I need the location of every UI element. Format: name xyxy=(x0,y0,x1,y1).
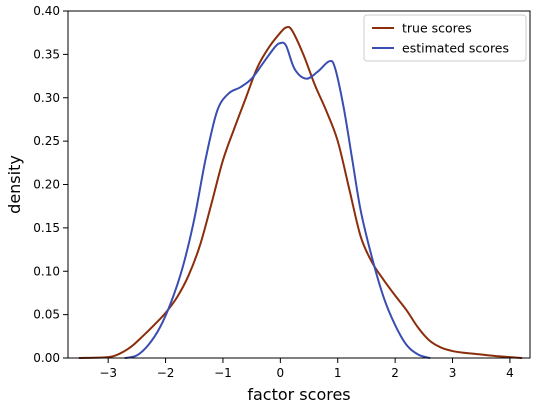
x-tick-label: −3 xyxy=(99,366,117,380)
ticks-layer: −3 −2 −1 0 1 2 3 4 0.00 0.05 0.10 0.15 0.20 0.25 0.30 0… xyxy=(33,4,513,380)
plot-frame xyxy=(67,10,531,359)
y-tick-label: 0.25 xyxy=(33,134,60,148)
series-layer xyxy=(78,25,523,359)
x-tick-label: 2 xyxy=(391,366,399,380)
y-tick-label: 0.05 xyxy=(33,308,60,322)
x-axis-label: factor scores xyxy=(247,385,350,404)
y-tick-label: 0.30 xyxy=(33,91,60,105)
y-tick-label: 0.15 xyxy=(33,221,60,235)
x-tick-label: 3 xyxy=(449,366,457,380)
series-line-true-scores xyxy=(78,25,523,359)
x-tick-label: −2 xyxy=(157,366,175,380)
x-tick-label: 4 xyxy=(506,366,514,380)
x-tick-label: −1 xyxy=(214,366,232,380)
plot-area xyxy=(78,25,523,359)
series-line-estimated-scores xyxy=(124,41,431,359)
legend-box xyxy=(363,14,527,62)
y-tick-label: 0.35 xyxy=(33,47,60,61)
y-tick-label: 0.40 xyxy=(33,4,60,18)
y-tick-label: 0.10 xyxy=(33,264,60,278)
legend: true scores estimated scores xyxy=(363,14,527,62)
x-tick-label: 0 xyxy=(277,366,285,380)
legend-label-true-scores: true scores xyxy=(402,21,472,36)
y-tick-label: 0.00 xyxy=(33,351,60,365)
x-tick-label: 1 xyxy=(334,366,342,380)
legend-label-estimated-scores: estimated scores xyxy=(402,41,509,56)
y-tick-label: 0.20 xyxy=(33,178,60,192)
y-axis-label: density xyxy=(5,155,24,214)
